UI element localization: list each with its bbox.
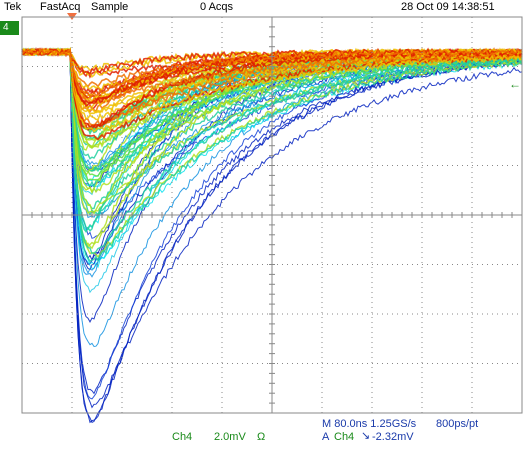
brand-label: Tek: [4, 1, 22, 13]
trigger-level: -2.32mV: [372, 431, 414, 443]
timestamp: 28 Oct 09 14:38:51: [401, 1, 495, 13]
sample-resolution: 800ps/pt: [436, 418, 479, 430]
channel-4-marker[interactable]: 4: [0, 21, 19, 35]
coupling-icon: Ω: [257, 431, 266, 443]
sample-mode[interactable]: Sample: [91, 1, 129, 13]
readout-panel: Ch4 2.0mV Ω M 80.0ns 1.25GS/s 800ps/pt A…: [0, 417, 525, 452]
graticule: [21, 16, 523, 414]
status-bar: Tek FastAcq Sample 0 Acqs 28 Oct 09 14:3…: [0, 0, 525, 17]
channel-label: Ch4: [172, 431, 193, 443]
vertical-scale: 2.0mV: [214, 431, 246, 443]
acquisition-mode[interactable]: FastAcq: [40, 1, 81, 13]
timebase-readout: M 80.0ns 1.25GS/s: [322, 418, 417, 430]
falling-edge-icon: ↘: [361, 430, 371, 442]
acquisition-count: 0 Acqs: [200, 1, 234, 13]
reference-arrow-icon: ←: [509, 77, 521, 91]
trigger-source-prefix: A: [322, 431, 330, 443]
trigger-source: Ch4: [334, 431, 355, 443]
